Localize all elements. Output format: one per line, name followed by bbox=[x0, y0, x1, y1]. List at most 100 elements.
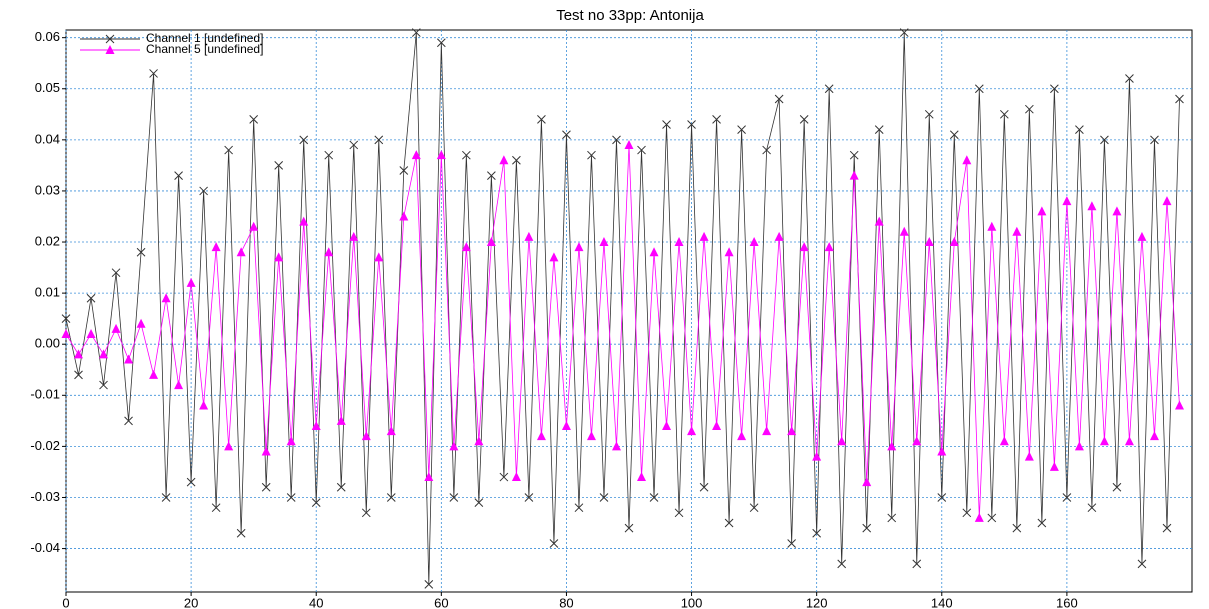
marker bbox=[1062, 493, 1072, 502]
marker bbox=[937, 493, 947, 502]
marker bbox=[136, 318, 146, 328]
marker bbox=[674, 237, 684, 247]
marker bbox=[224, 441, 234, 451]
marker bbox=[924, 237, 934, 247]
marker bbox=[824, 242, 834, 252]
marker bbox=[762, 145, 771, 155]
marker bbox=[536, 431, 546, 441]
marker bbox=[662, 120, 671, 129]
marker bbox=[849, 170, 859, 180]
marker bbox=[424, 472, 434, 482]
y-tick-label: -0.01 bbox=[30, 387, 60, 402]
marker bbox=[649, 247, 659, 257]
marker bbox=[436, 150, 446, 160]
marker bbox=[511, 472, 521, 482]
marker bbox=[199, 400, 209, 410]
marker bbox=[436, 38, 446, 48]
marker bbox=[949, 237, 959, 247]
marker bbox=[612, 135, 621, 145]
marker bbox=[61, 314, 71, 324]
marker bbox=[149, 369, 159, 379]
marker bbox=[211, 503, 221, 513]
marker bbox=[999, 109, 1009, 119]
y-tick-label: -0.04 bbox=[30, 540, 60, 555]
marker bbox=[1150, 135, 1159, 145]
marker bbox=[361, 431, 371, 441]
marker bbox=[236, 528, 246, 538]
marker bbox=[311, 498, 321, 507]
marker bbox=[687, 120, 696, 129]
marker bbox=[962, 508, 972, 518]
marker bbox=[712, 420, 722, 430]
marker bbox=[537, 115, 546, 124]
marker bbox=[349, 231, 359, 241]
marker bbox=[299, 135, 309, 145]
marker bbox=[249, 115, 259, 124]
y-tick-label: -0.02 bbox=[30, 438, 60, 453]
marker bbox=[1062, 196, 1072, 206]
marker bbox=[461, 242, 471, 252]
y-tick-label: 0.01 bbox=[35, 285, 60, 300]
y-tick-label: 0.00 bbox=[35, 336, 60, 351]
marker bbox=[862, 477, 872, 487]
marker bbox=[111, 323, 121, 333]
marker bbox=[1012, 226, 1022, 236]
marker bbox=[624, 139, 634, 149]
marker bbox=[1100, 135, 1109, 145]
marker bbox=[962, 155, 972, 165]
marker bbox=[149, 69, 158, 78]
y-tick-label: 0.06 bbox=[35, 29, 60, 44]
marker bbox=[99, 380, 108, 390]
marker bbox=[1074, 441, 1084, 451]
x-tick-label: 60 bbox=[434, 595, 448, 609]
marker bbox=[774, 231, 784, 241]
marker bbox=[186, 477, 196, 487]
marker bbox=[1037, 518, 1047, 528]
x-tick-label: 40 bbox=[309, 595, 323, 609]
marker bbox=[737, 431, 747, 441]
series-line bbox=[65, 144, 1180, 518]
marker bbox=[61, 328, 71, 338]
plot-area bbox=[61, 28, 1192, 592]
marker bbox=[86, 293, 96, 303]
marker bbox=[1075, 125, 1084, 134]
x-tick-label: 140 bbox=[931, 595, 953, 609]
marker bbox=[311, 420, 321, 430]
marker bbox=[524, 231, 534, 241]
marker bbox=[787, 539, 796, 548]
series-line bbox=[65, 32, 1180, 585]
marker bbox=[374, 135, 384, 145]
marker bbox=[324, 150, 334, 160]
marker bbox=[286, 436, 296, 446]
marker bbox=[549, 252, 559, 262]
marker bbox=[124, 354, 134, 364]
marker bbox=[674, 508, 684, 518]
marker bbox=[1112, 482, 1122, 492]
marker bbox=[824, 84, 834, 94]
marker bbox=[361, 508, 371, 518]
marker bbox=[974, 84, 984, 94]
x-tick-label: 100 bbox=[681, 595, 703, 609]
marker bbox=[74, 370, 83, 380]
marker bbox=[224, 145, 233, 155]
marker bbox=[774, 94, 784, 104]
marker bbox=[724, 518, 734, 528]
marker bbox=[1087, 503, 1097, 513]
marker bbox=[299, 216, 309, 226]
marker bbox=[699, 482, 709, 492]
y-tick-label: 0.02 bbox=[35, 233, 60, 248]
marker bbox=[762, 426, 772, 436]
marker bbox=[261, 446, 271, 456]
x-tick-label: 80 bbox=[559, 595, 573, 609]
marker bbox=[712, 115, 721, 124]
marker bbox=[399, 166, 409, 175]
marker bbox=[499, 155, 509, 165]
marker bbox=[874, 216, 884, 226]
y-tick-label: 0.03 bbox=[35, 182, 60, 197]
marker bbox=[274, 252, 284, 262]
marker bbox=[249, 221, 259, 231]
legend-marker bbox=[105, 34, 115, 44]
marker bbox=[812, 528, 822, 538]
marker bbox=[837, 559, 847, 569]
marker bbox=[562, 130, 571, 140]
